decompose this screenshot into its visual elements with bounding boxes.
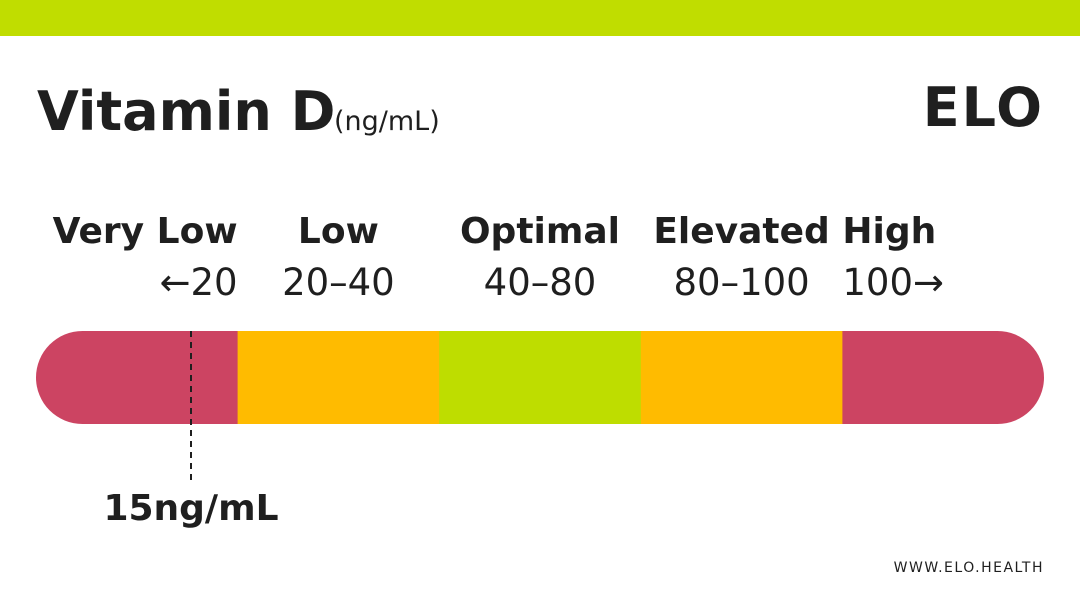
segment-range: ←20 [160,261,238,304]
marker-label: 15ng/mL [103,488,278,529]
segment [439,331,642,424]
segment-range: 100→ [842,261,944,304]
top-band [0,0,1080,36]
range-bar [36,331,1044,424]
segment [237,331,440,424]
logo: ELO [923,76,1044,139]
segment-range: 80–100 [673,261,809,304]
footer: WWW.ELO.HEALTH [894,560,1044,576]
segment-label: High [842,211,936,252]
segment [842,331,1044,424]
segment [640,331,843,424]
segment [36,331,239,424]
title: Vitamin D [37,80,335,143]
segment-label: Low [298,211,379,252]
segment-label: Optimal [460,211,620,252]
unit: (ng/mL) [334,106,440,137]
segment-label: Very Low [53,211,238,252]
segment-range: 20–40 [282,261,395,304]
segment-label: Elevated [653,211,830,252]
segment-range: 40–80 [484,261,597,304]
